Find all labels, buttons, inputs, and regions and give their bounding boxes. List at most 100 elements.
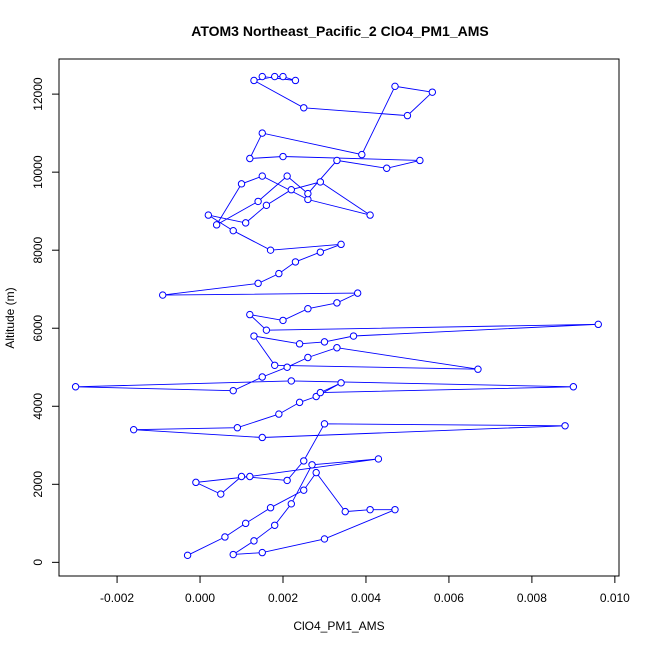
data-point [241,519,250,528]
data-point [246,472,254,481]
data-point [366,505,374,514]
data-point [561,422,569,430]
x-tick-label: 0.010 [600,591,630,605]
data-point [254,197,262,206]
data-point [391,505,399,514]
data-point [304,305,312,313]
data-point [320,535,329,543]
data-point [333,156,341,165]
data-point [316,248,325,256]
data-point [295,340,304,348]
data-point [383,164,391,172]
data-point [262,326,271,334]
data-point [283,476,291,485]
data-point [250,537,258,545]
data-point [308,461,316,469]
x-tick-label: 0.004 [351,591,381,605]
data-point [416,156,424,165]
data-point [221,533,229,541]
data-point [192,478,200,487]
data-point [320,420,329,428]
y-tick-label: 12000 [31,77,45,111]
data-point [258,433,266,442]
data-point [229,226,237,235]
data-point [316,388,325,397]
data-point [374,455,383,463]
y-tick-label: 4000 [31,393,45,420]
y-tick-label: 8000 [31,237,45,264]
data-point [250,76,258,85]
y-tick-label: 2000 [31,471,45,498]
data-point [283,172,291,180]
data-point [258,72,266,81]
data-point [304,353,312,362]
data-point [212,221,221,229]
x-tick-label: 0.008 [517,591,547,605]
data-point [237,472,246,481]
data-point [275,269,283,278]
x-tick-label: 0.002 [268,591,298,605]
data-point [428,88,437,96]
data-point [271,361,279,369]
data-point [291,258,300,266]
data-point [304,189,312,198]
data-point [275,410,283,418]
data-point [229,386,237,395]
data-point [266,504,275,512]
plot-frame [58,58,620,577]
data-point [353,289,362,297]
y-axis: 0 2000 4000 6000 8000 10000 12000 [31,77,60,566]
data-point [358,150,366,159]
data-point [594,320,602,329]
y-tick-label: 0 [31,559,45,566]
data-point [237,180,246,188]
y-tick-label: 10000 [31,155,45,189]
data-point [391,82,399,91]
x-axis-label: ClO4_PM1_AMS [293,619,384,633]
data-point [291,76,300,85]
x-tick-label: -0.002 [100,591,134,605]
data-point [366,211,374,219]
data-point [474,365,482,373]
data-point [287,377,295,385]
x-tick-label: 0.006 [434,591,464,605]
data-point [246,154,254,163]
data-point [312,468,320,477]
data-point [279,152,287,161]
series-layer [71,72,602,560]
data-point [300,104,308,112]
data-point [71,383,80,391]
data-point [262,201,271,210]
data-point [287,186,295,194]
data-point [320,338,329,346]
data-point [337,240,345,249]
data-point [279,316,287,325]
y-tick-label: 6000 [31,315,45,342]
data-point [341,507,349,516]
data-point [283,363,291,371]
data-point [258,548,266,557]
data-point [159,291,167,299]
data-point [129,425,138,434]
data-point [254,279,262,288]
x-axis: -0.002 0.000 0.002 0.004 0.006 0.008 0.010 [100,575,630,605]
data-point [333,344,341,352]
data-point [271,72,279,81]
data-point [258,172,266,180]
data-point [300,486,308,494]
data-point [569,383,578,391]
data-point [349,332,358,340]
y-axis-label: Altitude (m) [3,287,17,348]
data-point [229,550,237,559]
data-point [287,500,295,508]
data-point [295,398,304,407]
data-point [300,457,308,465]
data-point [241,219,250,227]
data-point [258,129,266,137]
data-point [258,373,266,381]
data-point [204,211,213,219]
data-point [246,310,254,319]
chart-title: ATOM3 Northeast_Pacific_2 ClO4_PM1_AMS [191,23,488,39]
